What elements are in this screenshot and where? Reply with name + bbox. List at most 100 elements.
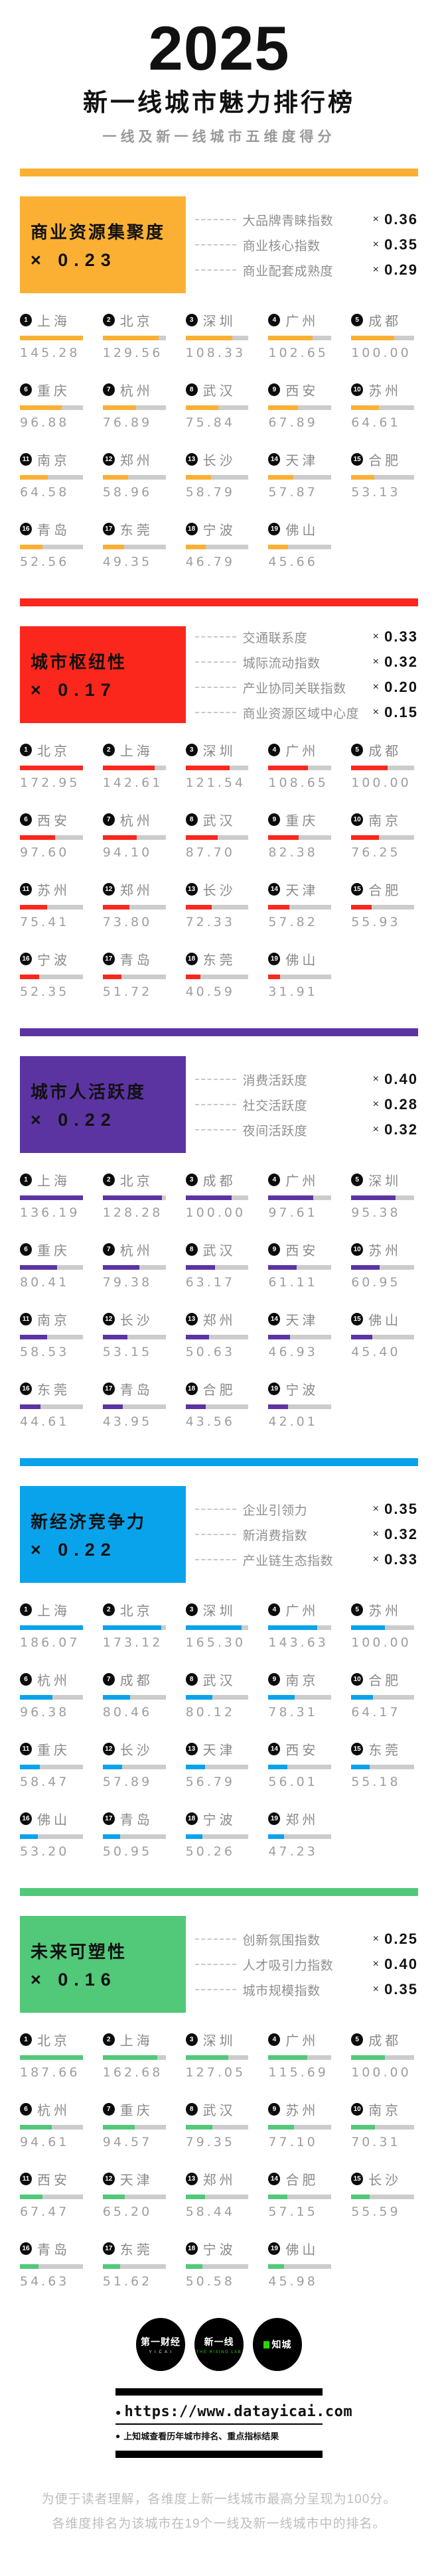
score-bar-track [351, 405, 414, 410]
website-url[interactable]: https://www.datayicai.com [124, 2404, 353, 2420]
score-bar-fill [185, 2125, 212, 2130]
city-name: 北京 [37, 744, 70, 759]
subindex-weight: 0.40 [384, 1071, 418, 1087]
city-cell: 17 东莞 49.35 [102, 519, 170, 569]
city-cell: 6 重庆 96.88 [20, 380, 87, 430]
city-score: 75.41 [20, 915, 70, 929]
city-score: 50.95 [102, 1844, 153, 1859]
subindex-row: 城市规模指数 × 0.35 [195, 1981, 418, 1999]
score-bar-track [185, 1834, 249, 1839]
score-bar-track [351, 2195, 414, 2199]
score-bar-track [185, 1195, 249, 1200]
subindex-weight: 0.35 [384, 1501, 418, 1517]
subindex-row: 城际流动指数 × 0.32 [195, 653, 418, 671]
city-cell-top: 6 重庆 [20, 1240, 87, 1259]
score-bar-track [268, 1834, 332, 1839]
score-bar-fill [20, 835, 56, 840]
score-bar-track [20, 975, 83, 979]
city-cell-top: 12 长沙 [102, 1310, 170, 1329]
score-bar-fill [20, 1695, 53, 1700]
score-bar-fill [20, 2125, 52, 2130]
city-score: 42.01 [268, 1414, 318, 1429]
city-cell: 18 宁波 50.58 [185, 2239, 253, 2289]
city-name: 长沙 [119, 1743, 153, 1758]
city-cell: 1 北京 187.66 [20, 2030, 87, 2080]
city-name: 重庆 [119, 2104, 153, 2118]
city-score: 51.62 [102, 2274, 153, 2289]
score-bar-track [268, 1625, 332, 1630]
city-name: 广州 [285, 1174, 319, 1189]
rank-badge: 17 [102, 953, 115, 965]
score-bar-fill [268, 1265, 297, 1270]
city-cell-top: 13 郑州 [185, 1310, 253, 1329]
score-bar-track [351, 1195, 414, 1200]
city-cell-top: 18 宁波 [185, 519, 253, 539]
city-cell: 9 西安 61.11 [268, 1240, 335, 1290]
city-score: 162.68 [102, 2065, 163, 2080]
subindex-weight: 0.20 [384, 679, 418, 695]
city-cell: 19 郑州 47.23 [268, 1809, 335, 1859]
rank-badge: 2 [102, 744, 115, 756]
city-cell: 4 广州 115.69 [268, 2030, 335, 2080]
score-bar-track [102, 2055, 166, 2060]
rank-badge: 12 [102, 453, 115, 466]
city-name: 武汉 [202, 1244, 236, 1258]
city-cell-top: 19 宁波 [268, 1379, 335, 1398]
rank-badge: 14 [268, 453, 281, 466]
city-name: 郑州 [202, 1314, 236, 1328]
logo-main-text: 知城 [263, 2338, 292, 2351]
city-name: 郑州 [119, 884, 153, 898]
rank-badge: 11 [20, 1313, 32, 1325]
score-bar-track [102, 336, 166, 340]
city-cell: 8 武汉 63.17 [185, 1240, 253, 1290]
city-score: 55.18 [351, 1775, 401, 1789]
score-bar-fill [268, 545, 289, 549]
city-score: 80.41 [20, 1275, 70, 1290]
rank-badge: 19 [268, 1383, 281, 1395]
rank-badge: 16 [20, 1812, 32, 1825]
score-bar-track [268, 475, 332, 480]
city-cell-top: 3 成都 [185, 1170, 253, 1189]
score-bar-fill [351, 1265, 380, 1270]
city-name: 佛山 [285, 2243, 319, 2258]
city-name: 深圳 [202, 744, 236, 759]
score-bar-track [351, 1765, 414, 1769]
city-cell: 3 深圳 108.33 [185, 310, 253, 360]
rank-badge: 14 [268, 883, 281, 896]
rank-badge: 15 [351, 2173, 364, 2185]
city-score: 64.58 [20, 485, 70, 500]
city-cell-top: 17 青岛 [102, 1379, 170, 1398]
city-cell: 11 重庆 58.47 [20, 1739, 87, 1789]
subindex-weight: 0.35 [384, 1981, 418, 1998]
city-score: 100.00 [351, 776, 411, 790]
top-black-bar [115, 2388, 323, 2396]
rank-badge: 10 [351, 2103, 364, 2116]
subindex-weight: 0.28 [384, 1096, 418, 1113]
score-bar-track [268, 1265, 332, 1270]
city-score: 45.40 [351, 1345, 401, 1359]
rank-badge: 4 [268, 1603, 281, 1616]
subindex-weight: 0.33 [384, 628, 418, 645]
city-score: 56.01 [268, 1775, 318, 1789]
website-link[interactable]: ● https://www.datayicai.com [115, 2404, 352, 2425]
rank-badge: 17 [102, 523, 115, 535]
city-score: 100.00 [351, 1635, 411, 1650]
score-bar-track [185, 1625, 249, 1630]
score-bar-track [185, 405, 249, 410]
score-bar-track [20, 336, 83, 340]
city-cell-top: 12 郑州 [102, 880, 170, 899]
city-cell: 11 苏州 75.41 [20, 880, 87, 929]
score-bar-fill [268, 1695, 295, 1700]
rank-badge: 6 [20, 813, 32, 826]
rank-badge: 11 [20, 1743, 32, 1755]
rising-lab-logo-icon: 新一线 THE RISING LAB [194, 2318, 244, 2371]
city-cell-top: 8 武汉 [185, 2100, 253, 2119]
city-cell: 19 佛山 45.98 [268, 2239, 335, 2289]
city-name: 东莞 [119, 2243, 153, 2258]
subindex-row: 商业资源区域中心度 × 0.15 [195, 704, 418, 722]
logo-sub-text: THE RISING LAB [196, 2350, 242, 2354]
rank-badge: 9 [268, 2103, 281, 2116]
rank-badge: 11 [20, 2173, 32, 2185]
city-name: 南京 [37, 454, 70, 468]
score-bar-fill [20, 336, 83, 340]
